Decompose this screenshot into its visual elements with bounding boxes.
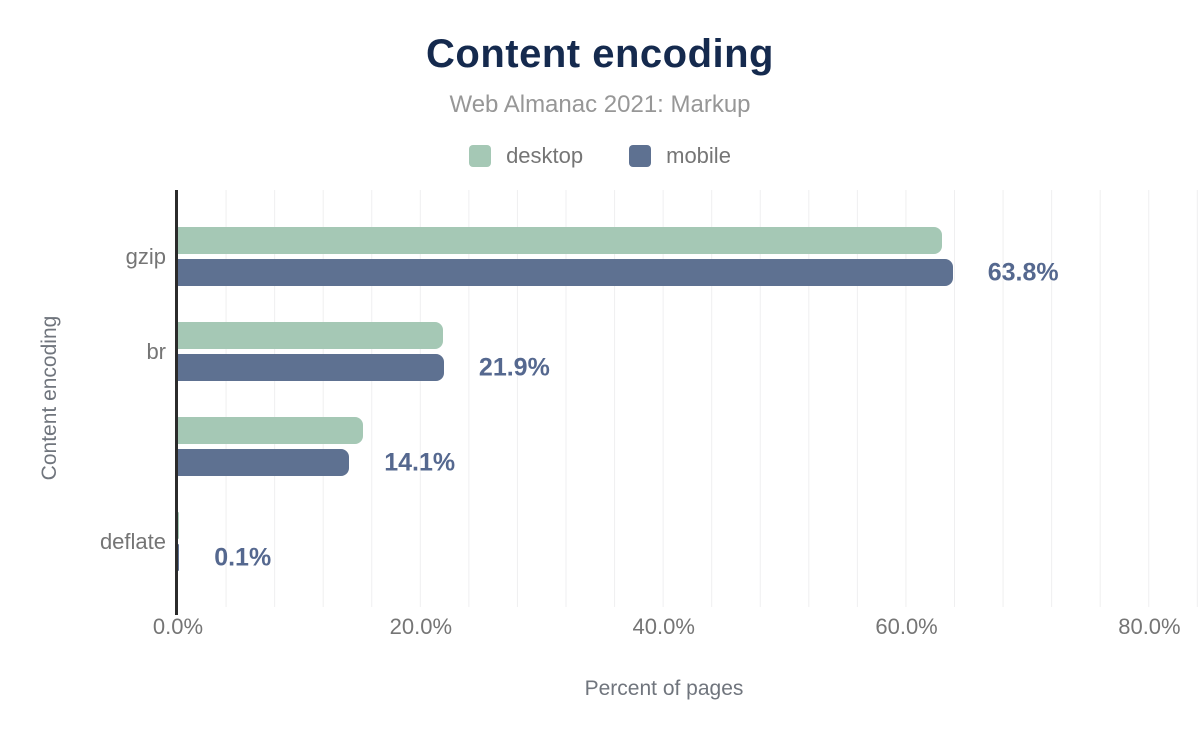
- category-label: gzip: [125, 243, 166, 269]
- chart-row: gzip 63.8%: [126, 209, 1198, 304]
- x-tick-label: 40.0%: [632, 614, 695, 639]
- x-tick-label: 80.0%: [1118, 614, 1181, 639]
- legend: desktop mobile: [0, 143, 1200, 169]
- desktop-swatch-icon: [469, 145, 492, 167]
- desktop-bar: [178, 227, 942, 254]
- mobile-bar: [178, 354, 444, 381]
- chart-row: deflate 0.1%: [100, 494, 1198, 589]
- mobile-swatch-icon: [629, 145, 652, 167]
- category-label: [16, 417, 166, 476]
- legend-label-desktop: desktop: [506, 143, 584, 168]
- legend-item-desktop: desktop: [469, 143, 583, 169]
- value-label: 63.8%: [987, 258, 1059, 286]
- chart-row: 14.1%: [178, 399, 1198, 494]
- chart-subtitle: Web Almanac 2021: Markup: [449, 91, 751, 118]
- desktop-bar: [178, 417, 363, 444]
- mobile-bar: [178, 259, 953, 286]
- mobile-bar: [178, 449, 350, 476]
- mobile-bar: [178, 544, 180, 571]
- legend-item-mobile: mobile: [629, 143, 731, 169]
- legend-label-mobile: mobile: [666, 143, 731, 168]
- x-axis-tick-labels: 0.0% 20.0% 40.0% 60.0% 80.0%: [153, 614, 1198, 642]
- y-axis-line: [175, 190, 178, 615]
- chart-title: Content encoding: [426, 32, 774, 76]
- desktop-bar: [178, 322, 443, 349]
- bar-rows: gzip 63.8% br 21.9% 14.1% deflate 0.1%: [100, 209, 1198, 589]
- category-label: br: [146, 338, 166, 364]
- value-label: 0.1%: [214, 543, 272, 571]
- value-label: 14.1%: [384, 448, 456, 476]
- category-label: deflate: [99, 528, 166, 554]
- x-tick-label: 0.0%: [152, 614, 204, 639]
- desktop-bar: [178, 512, 180, 539]
- x-tick-label: 60.0%: [875, 614, 938, 639]
- x-tick-label: 20.0%: [389, 614, 453, 639]
- plot-area: gzip 63.8% br 21.9% 14.1% deflate 0.1%: [100, 190, 1198, 615]
- x-axis-title: Percent of pages: [584, 677, 744, 700]
- value-label: 21.9%: [478, 353, 550, 381]
- chart-row: br 21.9%: [146, 304, 1198, 399]
